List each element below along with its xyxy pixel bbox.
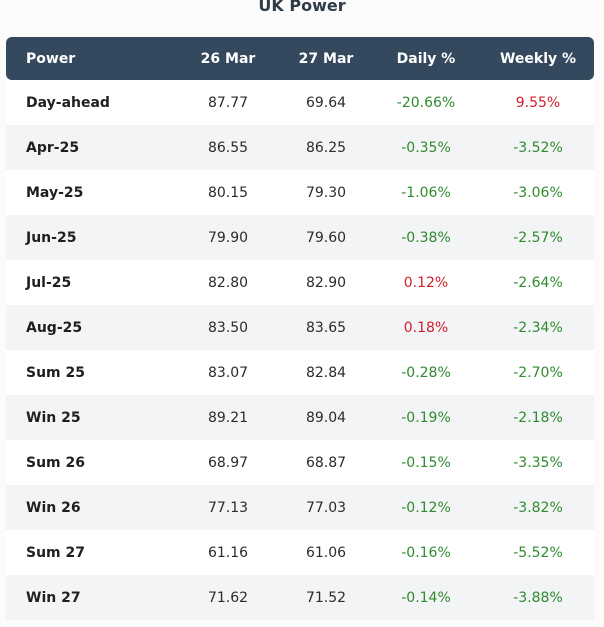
value-27-mar: 79.30 — [305, 184, 347, 201]
row-label: Win 25 — [26, 409, 81, 426]
header-row: Power 26 Mar 27 Mar Daily % Weekly % — [6, 37, 594, 80]
value-26-mar: 83.50 — [207, 319, 249, 336]
power-price-table: Power 26 Mar 27 Mar Daily % Weekly % Day… — [6, 37, 594, 620]
weekly-change: -3.06% — [513, 184, 563, 201]
value-26-mar: 68.97 — [207, 454, 249, 471]
table-header: Power 26 Mar 27 Mar Daily % Weekly % — [6, 37, 594, 80]
column-header-power: Power — [26, 50, 76, 67]
table-row: Day-ahead 87.77 69.64 -20.66% 9.55% — [6, 80, 594, 125]
table-row: May-25 80.15 79.30 -1.06% -3.06% — [6, 170, 594, 215]
table-row: Sum 27 61.16 61.06 -0.16% -5.52% — [6, 530, 594, 575]
table-row: Win 26 77.13 77.03 -0.12% -3.82% — [6, 485, 594, 530]
table-row: Aug-25 83.50 83.65 0.18% -2.34% — [6, 305, 594, 350]
weekly-change: -2.57% — [513, 229, 563, 246]
row-label: May-25 — [26, 184, 84, 201]
weekly-change: -3.35% — [513, 454, 563, 471]
value-26-mar: 82.80 — [207, 274, 249, 291]
value-27-mar: 61.06 — [305, 544, 347, 561]
daily-change: 0.18% — [403, 319, 449, 336]
value-26-mar: 86.55 — [207, 139, 249, 156]
daily-change: -0.15% — [401, 454, 451, 471]
daily-change: -0.14% — [401, 589, 451, 606]
daily-change: -0.12% — [401, 499, 451, 516]
value-26-mar: 89.21 — [207, 409, 249, 426]
value-27-mar: 86.25 — [305, 139, 347, 156]
weekly-change: -2.34% — [513, 319, 563, 336]
row-label: Day-ahead — [26, 94, 110, 111]
value-26-mar: 77.13 — [207, 499, 249, 516]
row-label: Win 26 — [26, 499, 81, 516]
table-row: Win 27 71.62 71.52 -0.14% -3.88% — [6, 575, 594, 620]
daily-change: -1.06% — [401, 184, 451, 201]
column-header-weekly-pct: Weekly % — [499, 50, 577, 67]
row-label: Aug-25 — [26, 319, 83, 336]
value-27-mar: 68.87 — [305, 454, 347, 471]
table-body: Day-ahead 87.77 69.64 -20.66% 9.55% Apr-25 86.… — [6, 80, 594, 620]
weekly-change: -2.64% — [513, 274, 563, 291]
daily-change: -0.28% — [401, 364, 451, 381]
value-27-mar: 69.64 — [305, 94, 347, 111]
row-label: Win 27 — [26, 589, 81, 606]
row-label: Jul-25 — [26, 274, 72, 291]
value-26-mar: 61.16 — [207, 544, 249, 561]
weekly-change: -3.88% — [513, 589, 563, 606]
table-row: Sum 25 83.07 82.84 -0.28% -2.70% — [6, 350, 594, 395]
value-26-mar: 80.15 — [207, 184, 249, 201]
weekly-change: 9.55% — [515, 94, 561, 111]
daily-change: -0.19% — [401, 409, 451, 426]
table-row: Sum 26 68.97 68.87 -0.15% -3.35% — [6, 440, 594, 485]
table-row: Win 25 89.21 89.04 -0.19% -2.18% — [6, 395, 594, 440]
value-26-mar: 83.07 — [207, 364, 249, 381]
table-title: UK Power — [258, 0, 346, 15]
table-row: Apr-25 86.55 86.25 -0.35% -3.52% — [6, 125, 594, 170]
value-27-mar: 71.52 — [305, 589, 347, 606]
daily-change: -0.16% — [401, 544, 451, 561]
value-26-mar: 71.62 — [207, 589, 249, 606]
weekly-change: -5.52% — [513, 544, 563, 561]
weekly-change: -3.82% — [513, 499, 563, 516]
weekly-change: -2.70% — [513, 364, 563, 381]
table-row: Jun-25 79.90 79.60 -0.38% -2.57% — [6, 215, 594, 260]
daily-change: -0.35% — [401, 139, 451, 156]
table-row: Jul-25 82.80 82.90 0.12% -2.64% — [6, 260, 594, 305]
value-27-mar: 77.03 — [305, 499, 347, 516]
row-label: Jun-25 — [26, 229, 77, 246]
column-header-daily-pct: Daily % — [396, 50, 456, 67]
column-header-26-mar: 26 Mar — [200, 50, 256, 67]
value-26-mar: 87.77 — [207, 94, 249, 111]
row-label: Sum 27 — [26, 544, 85, 561]
value-26-mar: 79.90 — [207, 229, 249, 246]
weekly-change: -2.18% — [513, 409, 563, 426]
weekly-change: -3.52% — [513, 139, 563, 156]
row-label: Sum 26 — [26, 454, 85, 471]
daily-change: -20.66% — [396, 94, 456, 111]
column-header-27-mar: 27 Mar — [298, 50, 354, 67]
value-27-mar: 89.04 — [305, 409, 347, 426]
row-label: Sum 25 — [26, 364, 85, 381]
value-27-mar: 82.90 — [305, 274, 347, 291]
row-label: Apr-25 — [26, 139, 80, 156]
value-27-mar: 82.84 — [305, 364, 347, 381]
value-27-mar: 79.60 — [305, 229, 347, 246]
value-27-mar: 83.65 — [305, 319, 347, 336]
daily-change: 0.12% — [403, 274, 449, 291]
daily-change: -0.38% — [401, 229, 451, 246]
